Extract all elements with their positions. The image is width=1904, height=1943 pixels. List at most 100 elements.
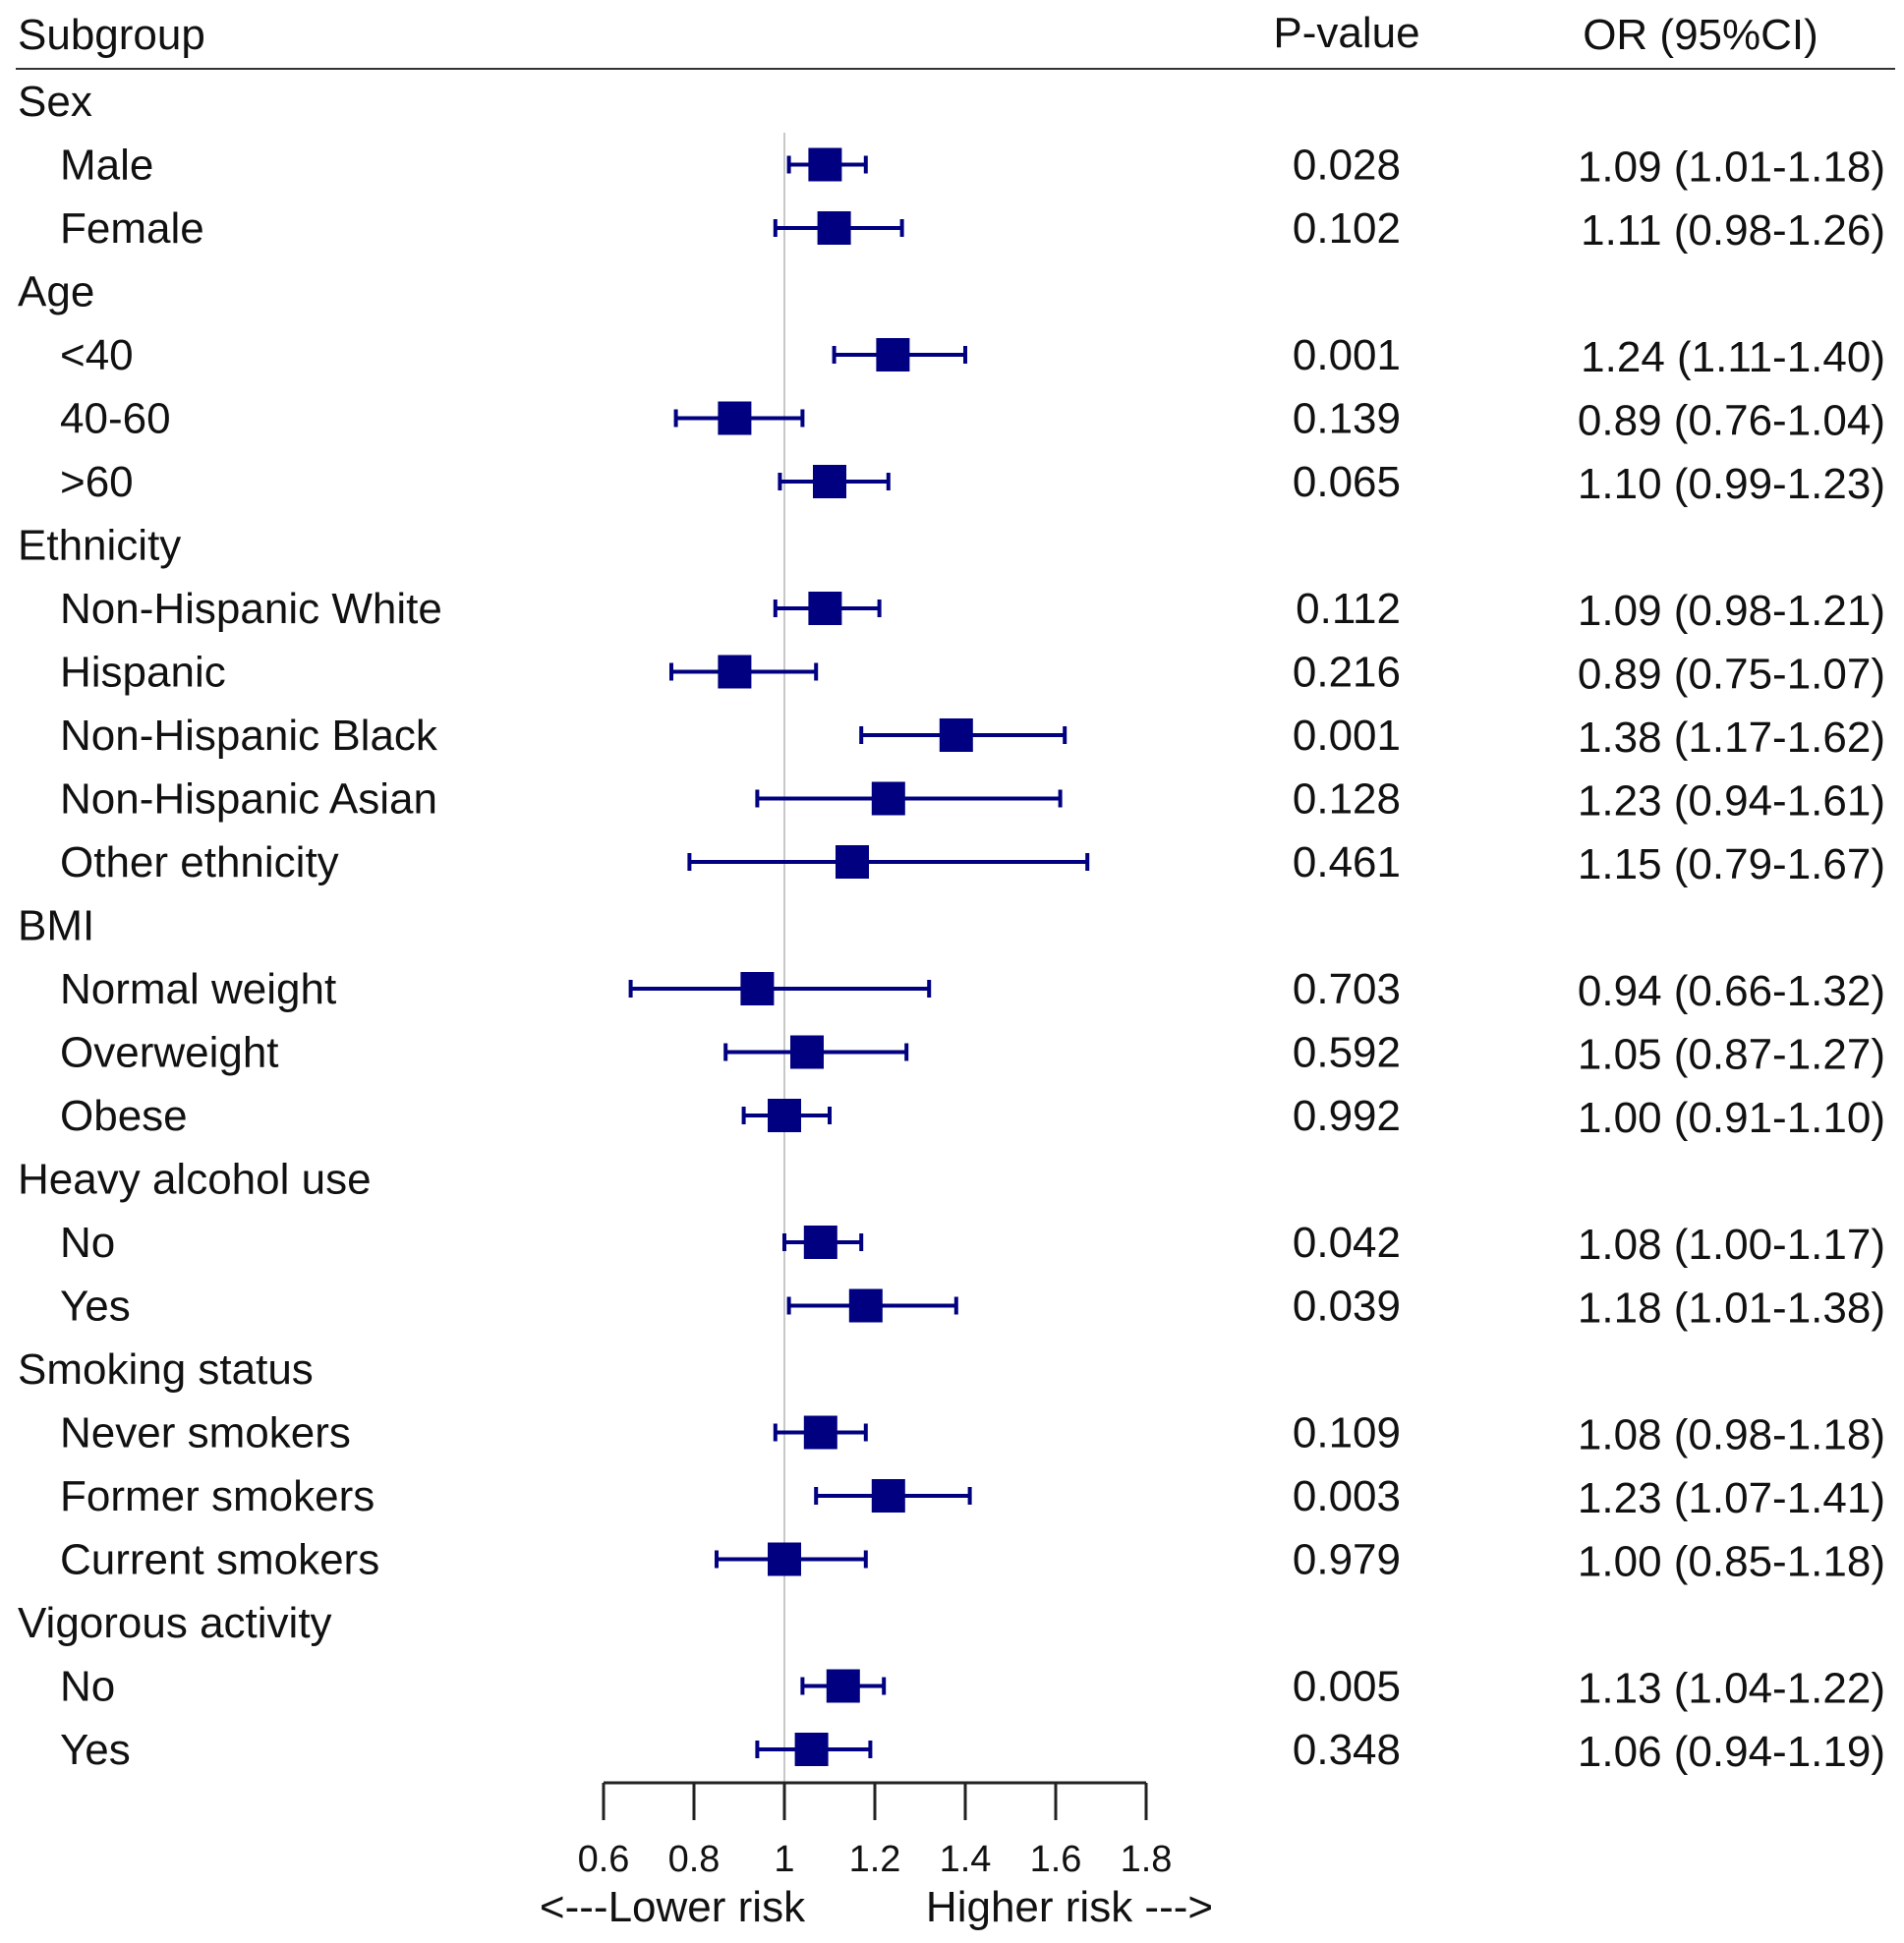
p-value: 0.001 — [1293, 331, 1401, 379]
subgroup-label: Yes — [60, 1726, 131, 1774]
group-header-row: Heavy alcohol use — [18, 1156, 372, 1204]
subgroup-row: Non-Hispanic White 0.112 1.09 (0.98-1.21) — [60, 585, 1885, 635]
or-point — [826, 1669, 860, 1703]
or-point — [848, 1288, 883, 1323]
subgroup-label: Former smokers — [60, 1472, 375, 1520]
header-or: OR (95%CI) — [1583, 11, 1818, 59]
or-point — [876, 338, 910, 371]
or-point — [718, 655, 752, 689]
subgroup-row: Male 0.028 1.09 (1.01-1.18) — [60, 142, 1885, 192]
group-label: Smoking status — [18, 1345, 314, 1394]
or-point — [871, 781, 905, 816]
p-value: 0.348 — [1293, 1726, 1401, 1774]
subgroup-row: Hispanic 0.216 0.89 (0.75-1.07) — [60, 649, 1885, 699]
or-ci-text: 0.94 (0.66-1.32) — [1578, 967, 1885, 1015]
group-label: Vigorous activity — [18, 1599, 332, 1647]
header-pvalue: P-value — [1273, 9, 1419, 57]
subgroup-label: Male — [60, 142, 153, 190]
subgroup-label: Non-Hispanic White — [60, 585, 442, 633]
p-value: 0.703 — [1293, 965, 1401, 1013]
or-ci-text: 1.08 (1.00-1.17) — [1578, 1221, 1885, 1269]
x-tick-label: 1.4 — [940, 1839, 992, 1880]
subgroup-label: Non-Hispanic Asian — [60, 775, 437, 824]
subgroup-label: Yes — [60, 1283, 131, 1331]
or-ci-text: 1.10 (0.99-1.23) — [1578, 460, 1885, 508]
xlabel-lower-risk: <---Lower risk — [540, 1883, 806, 1931]
group-label: Heavy alcohol use — [18, 1156, 372, 1204]
subgroup-row: Never smokers 0.109 1.08 (0.98-1.18) — [60, 1409, 1885, 1459]
or-point — [718, 401, 752, 435]
p-value: 0.102 — [1293, 204, 1401, 253]
x-tick-label: 1.2 — [849, 1839, 901, 1880]
subgroup-row: Female 0.102 1.11 (0.98-1.26) — [60, 204, 1885, 255]
subgroup-row: >60 0.065 1.10 (0.99-1.23) — [60, 458, 1885, 508]
p-value: 0.112 — [1296, 585, 1401, 633]
subgroup-label: <40 — [60, 331, 134, 379]
subgroup-row: Overweight 0.592 1.05 (0.87-1.27) — [60, 1029, 1885, 1079]
p-value: 0.039 — [1293, 1283, 1401, 1331]
p-value: 0.042 — [1293, 1219, 1401, 1267]
p-value: 0.028 — [1293, 142, 1401, 190]
group-label: Sex — [18, 78, 92, 126]
subgroup-row: Yes 0.039 1.18 (1.01-1.38) — [60, 1283, 1885, 1333]
p-value: 0.461 — [1293, 838, 1401, 886]
or-point — [740, 972, 775, 1005]
or-point — [813, 465, 846, 498]
group-header-row: Vigorous activity — [18, 1599, 332, 1647]
subgroup-row: Other ethnicity 0.461 1.15 (0.79-1.67) — [60, 838, 1885, 888]
or-point — [836, 845, 869, 879]
or-ci-text: 1.06 (0.94-1.19) — [1578, 1728, 1885, 1776]
or-point — [803, 1226, 837, 1259]
subgroup-label: Non-Hispanic Black — [60, 712, 438, 760]
p-value: 0.992 — [1293, 1092, 1401, 1140]
subgroup-label: Never smokers — [60, 1409, 351, 1457]
or-ci-text: 1.18 (1.01-1.38) — [1578, 1285, 1885, 1333]
or-ci-text: 1.00 (0.85-1.18) — [1578, 1538, 1885, 1586]
subgroup-row: 40-60 0.139 0.89 (0.76-1.04) — [60, 395, 1885, 445]
p-value: 0.001 — [1293, 712, 1401, 760]
p-value: 0.065 — [1293, 458, 1401, 506]
or-point — [794, 1733, 829, 1766]
or-point — [768, 1099, 801, 1132]
or-ci-text: 1.09 (1.01-1.18) — [1578, 143, 1885, 192]
or-ci-text: 1.11 (0.98-1.26) — [1581, 206, 1885, 255]
subgroup-label: Female — [60, 204, 204, 253]
subgroup-row: No 0.005 1.13 (1.04-1.22) — [60, 1663, 1885, 1713]
group-header-row: Smoking status — [18, 1345, 314, 1394]
subgroup-label: >60 — [60, 458, 134, 506]
subgroup-row: Non-Hispanic Asian 0.128 1.23 (0.94-1.61) — [60, 775, 1885, 826]
group-header-row: Sex — [18, 78, 92, 126]
subgroup-label: Normal weight — [60, 965, 336, 1013]
subgroup-row: Non-Hispanic Black 0.001 1.38 (1.17-1.62) — [60, 712, 1885, 762]
subgroup-row: Normal weight 0.703 0.94 (0.66-1.32) — [60, 965, 1885, 1015]
p-value: 0.128 — [1293, 775, 1401, 824]
group-header-row: Age — [18, 268, 94, 316]
or-ci-text: 1.08 (0.98-1.18) — [1578, 1411, 1885, 1459]
or-ci-text: 0.89 (0.76-1.04) — [1578, 397, 1885, 445]
or-ci-text: 0.89 (0.75-1.07) — [1578, 651, 1885, 699]
or-ci-text: 1.23 (1.07-1.41) — [1578, 1474, 1885, 1522]
x-tick-label: 1.6 — [1030, 1839, 1082, 1880]
subgroup-label: Obese — [60, 1092, 188, 1140]
or-point — [871, 1479, 905, 1513]
x-tick-label: 1 — [774, 1839, 794, 1880]
or-point — [817, 211, 851, 245]
or-point — [803, 1415, 837, 1450]
p-value: 0.592 — [1293, 1029, 1401, 1077]
subgroup-label: Overweight — [60, 1029, 279, 1077]
p-value: 0.109 — [1293, 1409, 1401, 1457]
or-point — [768, 1542, 801, 1576]
subgroup-label: No — [60, 1219, 115, 1267]
subgroup-row: Current smokers 0.979 1.00 (0.85-1.18) — [60, 1536, 1885, 1586]
or-ci-text: 1.24 (1.11-1.40) — [1581, 333, 1885, 381]
x-tick-label: 1.8 — [1121, 1839, 1173, 1880]
or-ci-text: 1.13 (1.04-1.22) — [1578, 1665, 1885, 1713]
subgroup-label: Hispanic — [60, 649, 226, 697]
p-value: 0.003 — [1293, 1472, 1401, 1520]
or-point — [939, 718, 973, 752]
subgroup-row: <40 0.001 1.24 (1.11-1.40) — [60, 331, 1885, 381]
xlabel-higher-risk: Higher risk ---> — [926, 1883, 1213, 1931]
group-label: BMI — [18, 902, 94, 950]
x-tick-label: 0.8 — [668, 1839, 721, 1880]
subgroup-row: Obese 0.992 1.00 (0.91-1.10) — [60, 1092, 1885, 1142]
